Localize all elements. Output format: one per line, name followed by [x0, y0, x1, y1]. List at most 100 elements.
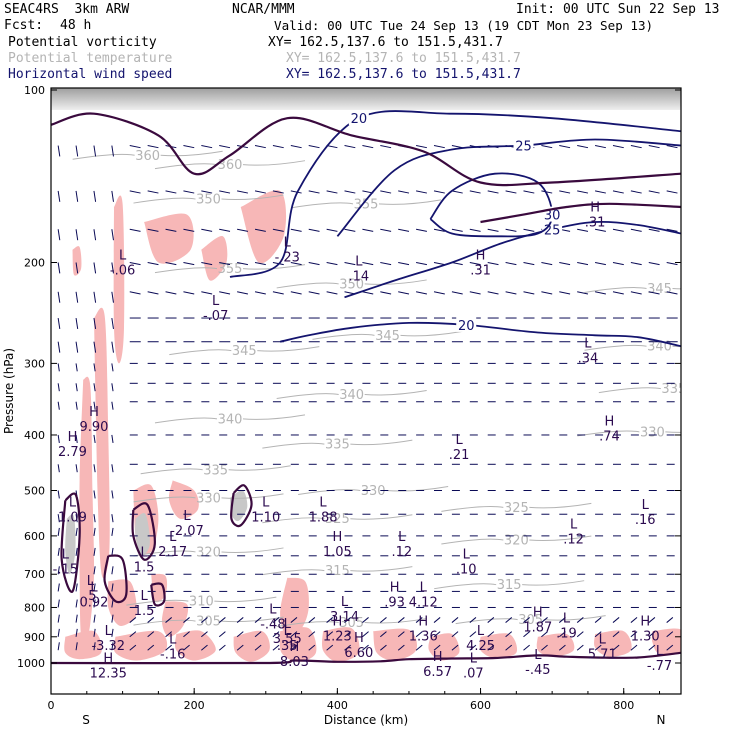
wind-vector	[379, 617, 387, 623]
wind-vector	[630, 631, 638, 638]
isentrope-label: 305	[339, 616, 364, 631]
wind-vector	[612, 145, 624, 149]
wind-vector	[111, 434, 114, 443]
wind-vector	[451, 644, 459, 651]
extremum-value: -2.07	[170, 524, 204, 539]
pv-fill-region	[428, 633, 460, 661]
y-tick-label: 600	[24, 530, 45, 543]
wind-vector	[290, 261, 302, 266]
wind-vector	[451, 190, 463, 194]
wind-vector	[129, 644, 137, 651]
wind-vector	[577, 145, 589, 149]
wind-vector	[523, 291, 535, 295]
extremum-value: 6.57	[423, 665, 452, 680]
wind-vector	[272, 631, 280, 638]
wind-vector	[559, 261, 571, 266]
wind-vector	[379, 631, 387, 638]
wind-vector	[57, 401, 60, 410]
wind-vector	[111, 262, 114, 274]
wind-vector	[290, 190, 302, 194]
isentrope-label: 320	[196, 545, 221, 560]
pv-fill-region	[321, 627, 360, 662]
x-axis-label: Distance (km)	[324, 713, 408, 727]
wind-vector	[75, 464, 78, 473]
wind-vector	[594, 644, 602, 651]
wind-vector	[290, 291, 302, 295]
wind-vector	[75, 341, 79, 353]
y-tick-label: 200	[24, 256, 45, 269]
wind-vector	[505, 644, 513, 651]
wind-vector	[630, 291, 642, 295]
wind-vector	[237, 228, 249, 232]
wind-vector	[648, 228, 660, 232]
wind-vector	[469, 291, 481, 295]
pv-high-region	[135, 512, 150, 556]
wind-vector	[129, 631, 137, 638]
wind-vector	[594, 190, 606, 194]
extremum-value: 1.10	[251, 511, 280, 526]
y-tick-label: 400	[24, 429, 45, 442]
isentrope-line	[133, 194, 284, 204]
wind-vector	[111, 383, 114, 392]
wind-vector	[648, 644, 656, 651]
extremum-mark: H	[533, 606, 543, 621]
wind-vector	[362, 617, 369, 623]
isentrope-line	[276, 390, 427, 400]
pv-fill-region	[113, 195, 125, 364]
extremum-mark: H	[390, 581, 400, 596]
wind-vector	[523, 631, 530, 638]
isentrope-line	[154, 160, 306, 170]
extremum-value: 6.60	[344, 646, 373, 661]
isentrope-line	[312, 330, 463, 340]
pv-fill-region	[107, 579, 138, 626]
wind-vector	[326, 228, 338, 232]
wind-vector	[183, 145, 195, 149]
wind-vector	[111, 566, 114, 575]
wind-contour-label: 25	[515, 140, 532, 155]
pv-fill-region	[144, 213, 194, 264]
extremum-mark: L	[570, 518, 578, 533]
wind-contour-label-bg	[456, 316, 477, 332]
wind-vector	[75, 434, 78, 443]
wind-vector	[218, 617, 226, 623]
wind-vector	[165, 644, 173, 651]
wind-vector	[57, 434, 60, 443]
wind-vector	[57, 383, 60, 392]
extremum-mark: H	[433, 650, 443, 665]
wind-vector	[165, 617, 173, 623]
wind-vector	[75, 383, 78, 392]
wind-vector	[558, 617, 566, 623]
wind-vector	[541, 617, 548, 623]
extremum-value: .31	[585, 216, 606, 231]
wind-vector	[344, 261, 356, 266]
wind-vector	[237, 291, 249, 295]
pv-contour	[150, 582, 166, 607]
wind-vector	[612, 631, 620, 638]
wind-vector	[254, 190, 266, 194]
wind-vector	[218, 644, 226, 651]
extremum-mark: L	[284, 236, 292, 251]
wind-vector	[416, 145, 427, 149]
wind-vector	[272, 190, 284, 194]
wind-vector	[165, 190, 177, 194]
x-axis-right-end: N	[657, 713, 666, 727]
isentrope-line	[584, 287, 681, 293]
wind-vector	[75, 190, 79, 202]
pv-contour	[131, 502, 156, 561]
wind-vector	[344, 631, 351, 638]
extremum-value: 1.09	[58, 511, 87, 526]
extremum-mark: L	[212, 294, 220, 309]
wind-vector	[57, 363, 60, 372]
wind-vector	[75, 642, 78, 651]
wind-vector	[254, 644, 262, 651]
extremum-value: .31	[470, 263, 491, 278]
wind-vector	[308, 190, 320, 194]
wind-vector	[541, 631, 548, 638]
wind-vector	[183, 190, 195, 194]
wind-vector	[93, 583, 96, 592]
wind-vector	[344, 190, 356, 194]
wind-vector	[612, 261, 624, 266]
field-name-wind: Horizontal wind speed	[8, 67, 173, 82]
isentrope-line	[262, 439, 413, 449]
pv-fill-region	[279, 627, 317, 662]
